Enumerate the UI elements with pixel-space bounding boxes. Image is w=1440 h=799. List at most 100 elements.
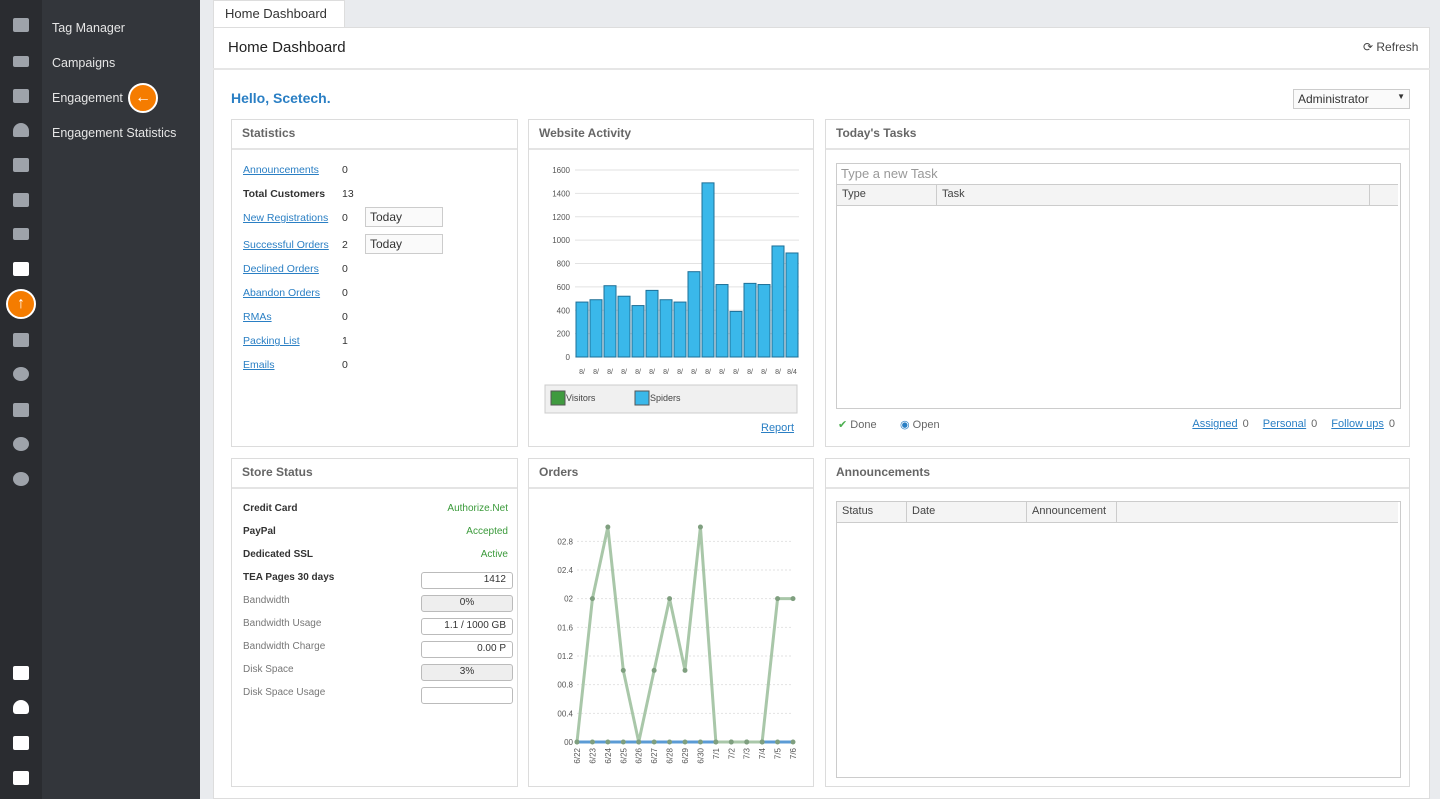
y-tick-label: 1200 [552,213,570,222]
x-tick-label: 8/ [761,369,767,376]
period-select[interactable]: Today [365,234,443,254]
report-link[interactable]: Report [761,422,795,434]
pie-icon[interactable] [13,367,29,381]
grid-icon[interactable] [13,736,29,750]
point [620,667,626,673]
point [651,667,657,673]
y-tick-label: 600 [557,283,571,292]
menu-item[interactable]: Campaigns [52,56,116,70]
calendar-icon[interactable] [13,771,29,785]
status-row: Bandwidth Usage 1.1 / 1000 GB [243,618,513,638]
stat-label[interactable]: Declined Orders [243,263,319,275]
column-header: Type [837,185,937,205]
point [667,739,673,745]
globe-icon[interactable] [13,437,29,451]
status-row: Bandwidth Charge 0.00 P [243,641,513,661]
user-icon[interactable] [13,123,29,137]
stats-icon[interactable] [13,262,29,276]
role-value: Administrator [1298,92,1369,106]
x-tick-label: 7/3 [743,747,752,759]
status-row: Bandwidth 0% [243,595,513,615]
done-button[interactable]: ✔ Done [838,419,877,431]
point [651,739,657,745]
stat-row: Emails 0 [243,359,513,379]
bar [575,301,589,358]
status-value: Active [480,549,508,560]
filter-link[interactable]: Follow ups [1331,418,1384,430]
done-label: Done [850,419,877,431]
x-tick-label: 6/26 [635,747,644,763]
store-status-widget: Store Status Credit Card Authorize.Net Pay… [231,458,518,787]
share-icon[interactable] [13,333,29,347]
filter-link[interactable]: Assigned [1192,418,1238,430]
back-arrow[interactable]: ← [128,83,158,113]
stat-label: Total Customers [243,188,326,200]
x-tick-label: 8/ [705,369,711,376]
role-select[interactable]: Administrator ▼ [1293,89,1410,109]
task-input[interactable]: Type a new Task [841,166,938,181]
bar [617,295,631,358]
legend-label: Spiders [650,393,681,403]
widget-title: Statistics [232,120,517,150]
settings-icon[interactable] [13,228,29,240]
legend-label: Visitors [566,393,596,403]
task-filters: Assigned 0 Personal 0 Follow ups 0 [1175,418,1395,430]
tab[interactable]: Home Dashboard [213,0,345,27]
value-box: 1412 [421,572,513,589]
x-tick-label: 7/5 [774,747,783,759]
x-tick-label: 8/ [775,369,781,376]
mail-icon[interactable] [13,56,29,67]
widget-title: Store Status [232,459,517,489]
y-tick-label: 02.4 [557,566,573,575]
open-label: Open [912,419,940,431]
x-tick-label: 7/6 [789,747,798,759]
stat-label[interactable]: RMAs [243,311,272,323]
stat-label[interactable]: Emails [243,359,275,371]
menu-item[interactable]: Tag Manager [52,21,125,35]
stat-label[interactable]: Successful Orders [243,239,329,251]
tasks-icon[interactable] [13,89,29,103]
stat-label[interactable]: Abandon Orders [243,287,321,299]
y-tick-label: 1400 [552,189,570,198]
announcements-widget: Announcements Status Date Announcement [825,458,1410,787]
stat-label[interactable]: Packing List [243,335,300,347]
announcement-header: Status Date Announcement [837,502,1398,523]
menu-item[interactable]: Engagement [52,91,123,105]
column-header: Announcement [1027,502,1117,522]
widget-title: Today's Tasks [826,120,1409,150]
bar [673,301,687,358]
x-tick-label: 8/ [593,369,599,376]
group-icon[interactable] [13,403,29,417]
stat-label[interactable]: Announcements [243,164,319,176]
engagement-icon[interactable]: ↑ [6,289,36,319]
home-icon[interactable] [13,18,29,32]
bar [743,282,757,358]
stat-value: 0 [342,311,348,323]
layout-icon[interactable] [13,666,29,680]
stat-label[interactable]: New Registrations [243,212,329,224]
x-tick-label: 8/ [621,369,627,376]
x-tick-label: 8/ [719,369,725,376]
search-icon[interactable] [13,472,29,486]
filter-link[interactable]: Personal [1262,418,1307,430]
x-tick-label: 6/28 [666,747,675,763]
cart-icon[interactable] [13,158,29,172]
point [620,739,626,745]
point [790,739,796,745]
open-button[interactable]: ◉ Open [900,419,940,431]
status-value: Accepted [466,526,508,537]
greeting: Hello, Scetech. [231,90,331,106]
bulb-icon[interactable] [13,700,29,714]
tag-icon[interactable] [13,193,29,207]
stat-value: 0 [342,212,348,224]
value-box: 0.00 P [421,641,513,658]
point [697,739,703,745]
y-tick-label: 800 [557,260,571,269]
filter-count: 0 [1242,418,1249,430]
stat-value: 1 [342,335,348,347]
y-tick-label: 1000 [552,236,570,245]
refresh-button[interactable]: ⟳ Refresh [1363,40,1419,54]
menu-item[interactable]: Engagement Statistics [52,126,177,140]
stat-value: 2 [342,239,348,251]
period-select[interactable]: Today [365,207,443,227]
